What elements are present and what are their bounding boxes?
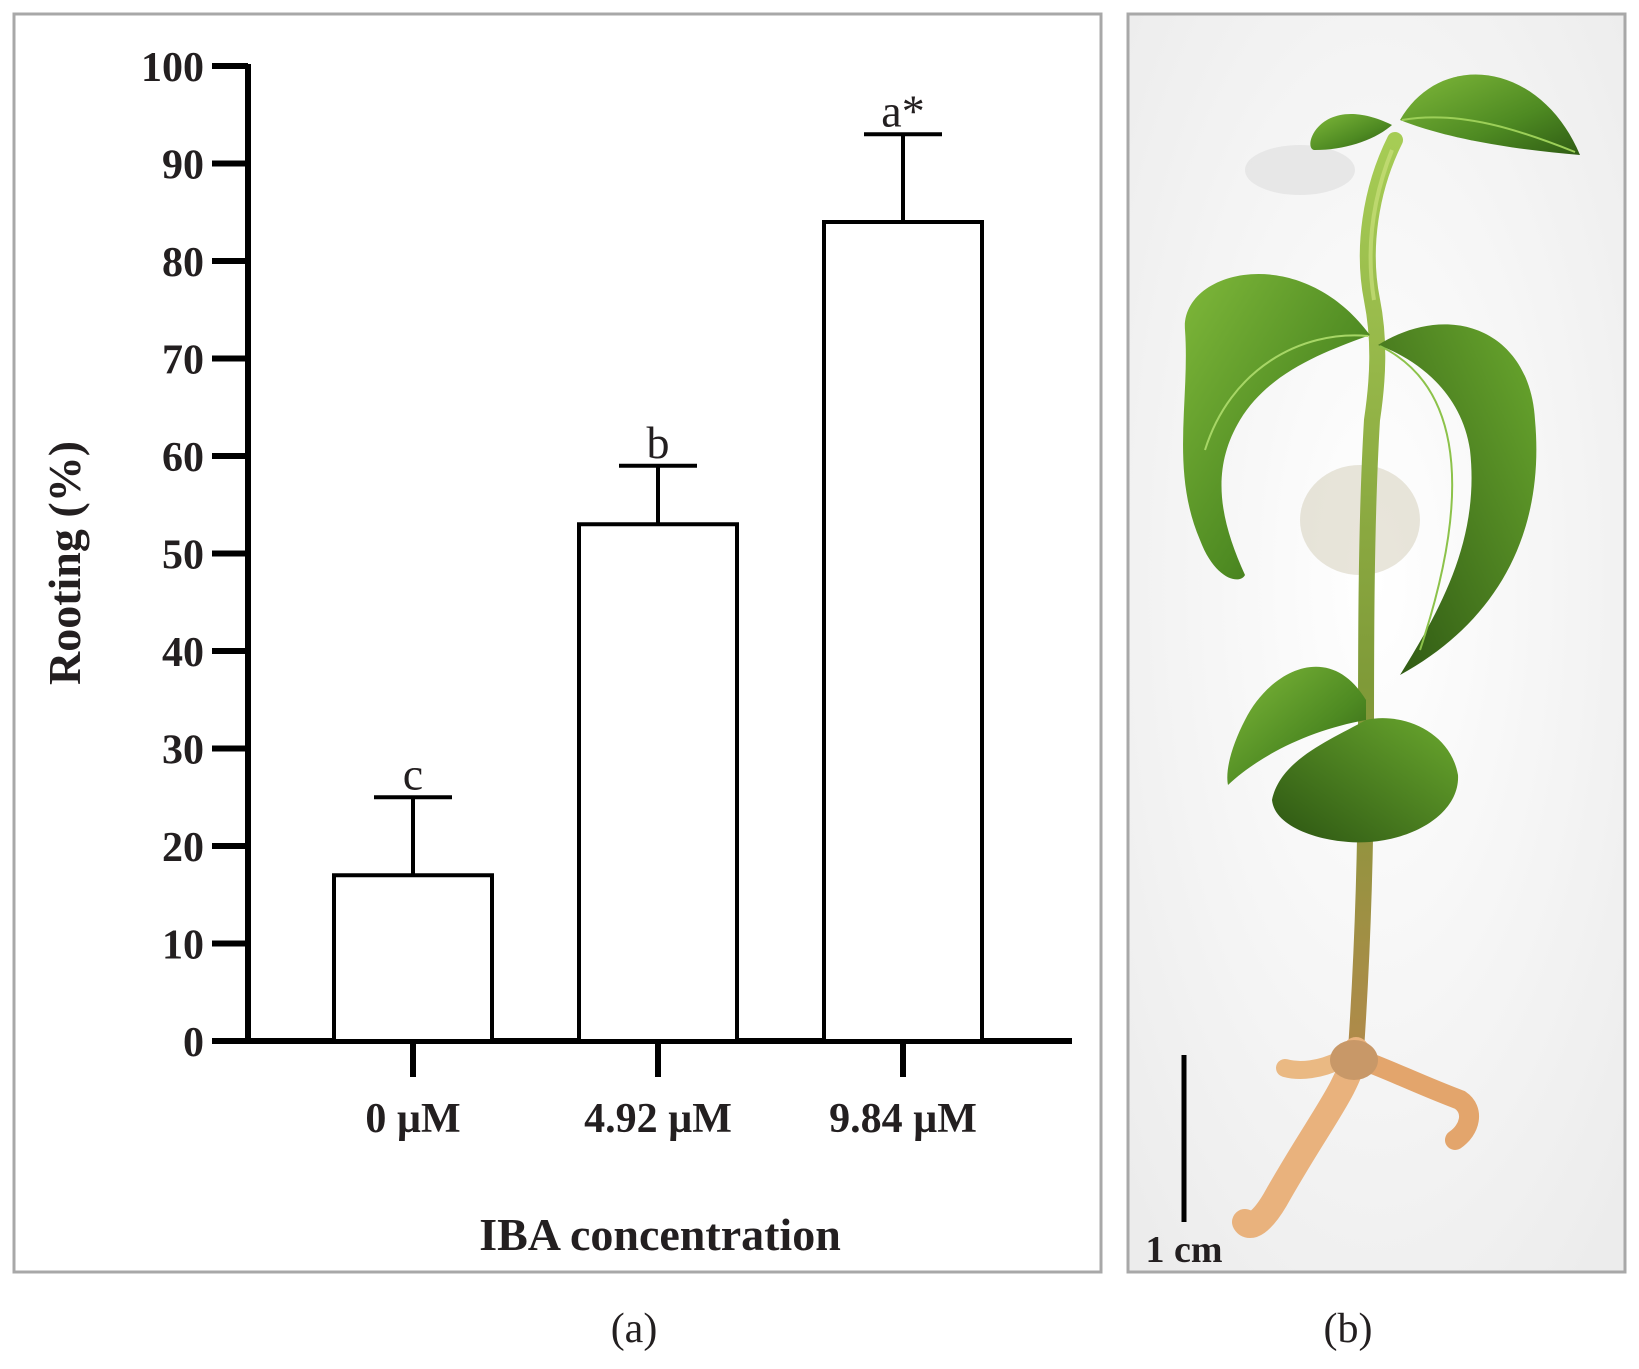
y-tick-label: 50 [162, 533, 204, 579]
bar [577, 522, 739, 1043]
y-tick-label: 70 [162, 338, 204, 384]
x-axis-title: IBA concentration [479, 1209, 841, 1260]
bar [332, 873, 494, 1043]
x-tick-label: 0 µM [365, 1096, 460, 1142]
y-tick-label: 100 [141, 45, 204, 91]
plant-leaf [1272, 718, 1459, 843]
bar-chart: 0 10 20 30 40 50 60 70 80 90 100 c b a* 0 µM 4.92 µM 9… [39, 45, 1072, 1260]
y-tick-label: 30 [162, 728, 204, 774]
y-tick-label: 90 [162, 143, 204, 189]
significance-letter: a* [881, 85, 924, 136]
scale-bar-label: 1 cm [1145, 1229, 1222, 1271]
x-tick-label: 4.92 µM [584, 1096, 732, 1142]
plant-leaf [1400, 74, 1580, 155]
y-axis-title: Rooting (%) [39, 441, 90, 685]
plant-leaf [1183, 274, 1370, 580]
y-tick-label: 40 [162, 630, 204, 676]
plant-leaf-vein [1401, 116, 1576, 153]
panel-a-label: (a) [611, 1306, 658, 1352]
plant-leaf-vein [1379, 345, 1454, 651]
significance-letter: c [403, 748, 423, 799]
panel-b-label: (b) [1324, 1306, 1373, 1352]
x-tick-label: 9.84 µM [829, 1096, 977, 1142]
bar [822, 220, 984, 1043]
plant-stem [1348, 132, 1403, 1058]
y-tick-label: 80 [162, 240, 204, 286]
photo-shadow [1245, 145, 1355, 195]
y-tick-label: 10 [162, 923, 204, 969]
y-tick-label: 60 [162, 435, 204, 481]
plant-leaf-vein [1204, 334, 1369, 451]
plant-leaf [1378, 324, 1537, 675]
y-ticks: 0 10 20 30 40 50 60 70 80 90 100 [141, 45, 248, 1066]
plant-root-callus [1330, 1040, 1378, 1080]
bars: c b a* [332, 85, 984, 1043]
plant-photo: 1 cm [1126, 12, 1627, 1274]
plant-leaf [1227, 666, 1366, 785]
plant-root [1352, 1050, 1479, 1150]
plant-stem-highlight [1368, 149, 1394, 301]
y-tick-label: 0 [183, 1020, 204, 1066]
significance-letter: b [647, 417, 670, 468]
y-tick-label: 20 [162, 825, 204, 871]
x-ticks: 0 µM 4.92 µM 9.84 µM [365, 1041, 977, 1142]
plant-leaf [1310, 114, 1392, 150]
